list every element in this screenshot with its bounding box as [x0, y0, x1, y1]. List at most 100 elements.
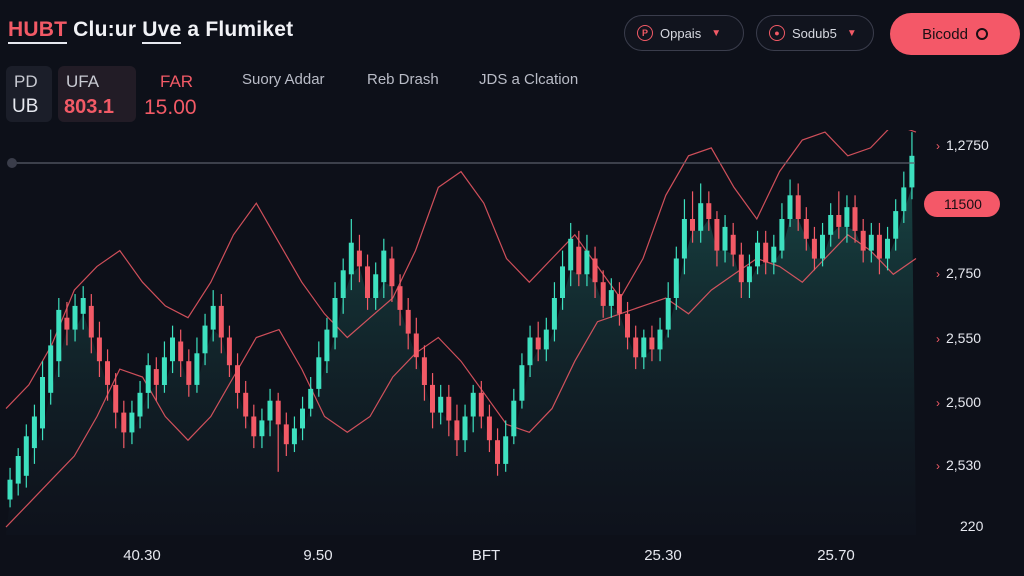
- candle: [763, 230, 769, 275]
- candle-body: [186, 361, 192, 385]
- y-tick-marker: ›: [936, 332, 940, 346]
- candle-body: [145, 365, 151, 393]
- candle-body: [714, 219, 720, 251]
- y-tick-label: 2,550: [946, 330, 981, 346]
- candle: [454, 404, 460, 456]
- candle-body: [478, 392, 484, 417]
- candle: [40, 361, 45, 441]
- candle: [96, 321, 102, 377]
- tab-reb-drash[interactable]: Reb Drash: [367, 71, 439, 88]
- candle: [153, 357, 159, 401]
- candle: [72, 294, 78, 342]
- candle-body: [275, 400, 281, 425]
- candle: [811, 226, 817, 271]
- candle-body: [584, 250, 590, 275]
- candle-body: [454, 420, 460, 441]
- candle-body: [80, 298, 86, 314]
- y-tick-label: 2,530: [946, 457, 981, 473]
- candle-body: [738, 254, 744, 283]
- candle: [706, 191, 712, 231]
- candle-body: [373, 274, 379, 298]
- candle-body: [96, 337, 102, 362]
- candle-body: [860, 230, 866, 251]
- candle-body: [40, 377, 45, 429]
- candle: [218, 294, 224, 354]
- candle: [300, 396, 305, 441]
- candle: [7, 467, 13, 508]
- candle-body: [795, 195, 801, 219]
- candle: [836, 191, 842, 239]
- candle-body: [649, 337, 655, 350]
- candle-body: [121, 412, 127, 433]
- candle-body: [657, 329, 663, 350]
- candle-body: [681, 219, 687, 259]
- candle: [15, 448, 21, 496]
- candle-body: [779, 219, 785, 251]
- candle-body: [844, 207, 850, 227]
- candle: [787, 179, 793, 227]
- candle-body: [608, 290, 614, 306]
- title-part-2: Clu:ur: [73, 18, 137, 41]
- candle-body: [56, 309, 62, 362]
- candle: [495, 428, 500, 476]
- candle-body: [519, 365, 525, 401]
- candle: [909, 132, 915, 200]
- candle: [31, 404, 37, 464]
- candle: [576, 230, 582, 287]
- candle-body: [560, 266, 565, 298]
- bicodd-button[interactable]: Bicodd: [890, 13, 1020, 55]
- candle: [202, 313, 208, 366]
- sodub5-dropdown[interactable]: ● Sodub5 ▼: [756, 15, 874, 51]
- candle: [820, 222, 825, 267]
- candle-body: [771, 246, 777, 263]
- stat-value: UB: [12, 96, 39, 117]
- candle: [543, 317, 549, 362]
- y-tick-label: 2,750: [946, 265, 981, 281]
- candle: [868, 222, 874, 263]
- candle-body: [7, 479, 13, 500]
- price-area: [6, 187, 916, 535]
- candle: [113, 373, 119, 429]
- candle-body: [551, 298, 557, 330]
- oppais-dropdown[interactable]: P Oppais ▼: [624, 15, 744, 51]
- upper-band-line: [5, 130, 917, 410]
- candle-body: [763, 242, 769, 263]
- candle: [665, 282, 671, 338]
- tab-jds-clcation[interactable]: JDS a Clcation: [479, 71, 579, 88]
- candle: [608, 278, 614, 318]
- stat-label: UFA: [66, 72, 100, 91]
- candle-body: [446, 396, 452, 421]
- candle-body: [909, 155, 915, 188]
- candle-body: [251, 416, 257, 437]
- candle: [551, 282, 557, 342]
- title-part-4: a Flumiket: [187, 18, 294, 41]
- candle-body: [235, 365, 240, 393]
- candle-body: [430, 384, 435, 413]
- candle-body: [332, 298, 338, 338]
- title-part-1: HUBT: [8, 18, 68, 44]
- candle-body: [202, 325, 208, 354]
- candle: [267, 388, 273, 437]
- tab-suory-addar[interactable]: Suory Addar: [242, 71, 325, 88]
- candle-body: [153, 369, 159, 385]
- candle-body: [698, 203, 704, 231]
- candle: [397, 274, 403, 326]
- candle: [633, 325, 639, 370]
- x-tick-label: 25.30: [644, 547, 682, 564]
- candle: [746, 254, 752, 298]
- level-handle[interactable]: [7, 158, 17, 168]
- candle-body: [210, 305, 216, 330]
- candle: [405, 298, 411, 350]
- candle-body: [356, 250, 362, 267]
- candle-body: [194, 353, 200, 385]
- sodub5-dropdown-label: Sodub5: [792, 25, 837, 41]
- candle: [755, 230, 760, 275]
- candle: [243, 380, 249, 429]
- candle-body: [600, 282, 606, 306]
- candle-body: [568, 238, 574, 271]
- x-tick-label: 25.70: [817, 547, 855, 564]
- candle: [145, 353, 151, 409]
- candle: [844, 195, 850, 243]
- candle-body: [300, 408, 305, 429]
- candle: [421, 345, 427, 401]
